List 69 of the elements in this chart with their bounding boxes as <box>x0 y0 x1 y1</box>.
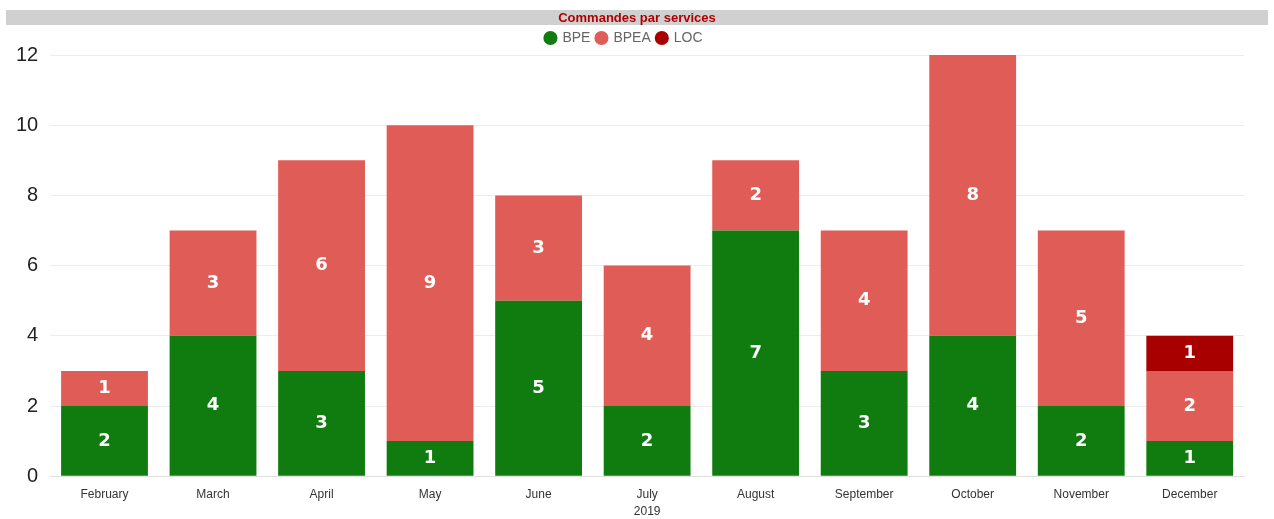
bar <box>278 370 365 476</box>
bar <box>929 55 1017 336</box>
bar <box>1037 230 1125 406</box>
data-label: 3 <box>206 270 220 292</box>
x-tick-label: December <box>1162 486 1218 501</box>
y-tick-label: 4 <box>27 323 39 346</box>
y-tick-label: 12 <box>16 42 39 65</box>
y-tick-label: 10 <box>16 112 39 135</box>
data-label: 1 <box>1183 341 1196 363</box>
x-tick-label: June <box>525 486 552 501</box>
bar <box>495 300 583 476</box>
data-label: 6 <box>315 253 328 275</box>
bar <box>820 230 908 371</box>
bar <box>386 441 474 476</box>
data-label: 2 <box>749 183 762 205</box>
bar <box>278 160 365 371</box>
bar <box>603 406 691 476</box>
data-label: 2 <box>640 428 654 450</box>
data-label: 2 <box>1183 393 1196 415</box>
y-tick-label: 8 <box>27 182 39 205</box>
data-label: 3 <box>857 410 871 432</box>
data-label: 1 <box>98 376 111 398</box>
x-tick-label: July <box>636 486 658 501</box>
data-label: 1 <box>423 446 437 468</box>
y-tick-label: 0 <box>27 463 39 486</box>
bar <box>1146 441 1234 476</box>
data-label: 2 <box>1074 428 1088 450</box>
y-tick-label: 2 <box>27 393 39 416</box>
bar <box>495 195 583 301</box>
data-label: 4 <box>966 393 979 415</box>
data-label: 3 <box>532 235 545 257</box>
x-axis-title: 2019 <box>633 504 661 519</box>
x-tick-label: August <box>736 486 775 501</box>
x-tick-label: April <box>309 486 334 501</box>
data-label: 3 <box>315 410 328 432</box>
bar <box>1146 335 1234 371</box>
bar <box>1037 406 1125 476</box>
x-tick-label: February <box>80 486 129 501</box>
bar <box>169 230 257 336</box>
bar <box>1146 370 1234 442</box>
data-label: 8 <box>966 183 979 205</box>
x-tick-label: March <box>196 486 230 501</box>
y-tick-label: 6 <box>27 253 39 276</box>
data-label: 4 <box>206 393 220 415</box>
data-label: 4 <box>857 288 871 310</box>
data-label: 9 <box>423 270 437 292</box>
bar <box>820 370 908 476</box>
legend-label: BPE <box>562 28 591 45</box>
bar <box>386 125 474 442</box>
bar <box>603 265 691 406</box>
data-label: 4 <box>640 323 654 345</box>
data-label: 2 <box>98 428 111 450</box>
bar <box>712 230 800 476</box>
chart-title: Commandes par services <box>6 10 1268 25</box>
data-label: 1 <box>1183 446 1196 468</box>
x-tick-label: May <box>418 486 442 501</box>
data-label: 5 <box>532 375 545 397</box>
bar <box>61 370 148 406</box>
bar <box>169 335 257 476</box>
bar <box>61 406 148 476</box>
legend-label: LOC <box>673 28 703 45</box>
x-tick-label: September <box>834 486 894 501</box>
bar <box>712 160 800 231</box>
x-tick-label: November <box>1053 486 1109 501</box>
data-label: 7 <box>749 340 762 362</box>
data-label: 5 <box>1074 305 1088 327</box>
bar <box>929 335 1017 476</box>
legend-label: BPEA <box>613 28 652 45</box>
x-tick-label: October <box>951 486 995 501</box>
